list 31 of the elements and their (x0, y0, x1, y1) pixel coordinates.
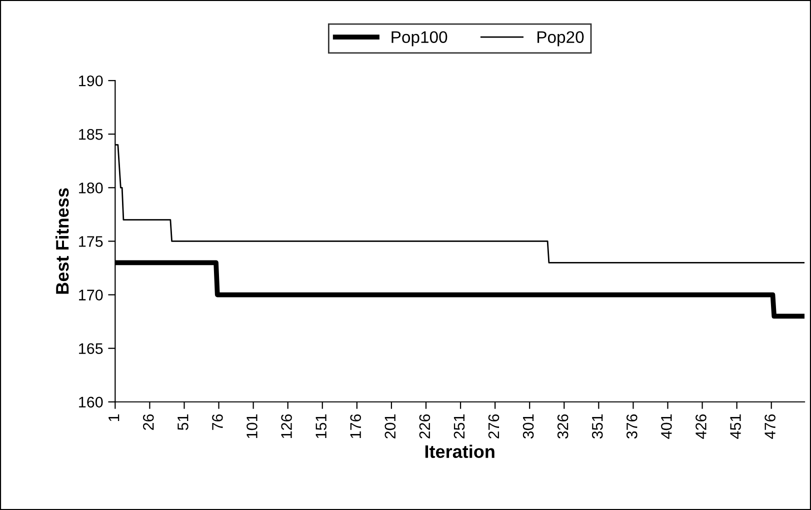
x-tick-label: 401 (661, 414, 672, 439)
x-tick-label: 276 (488, 414, 500, 438)
x-tick-label: 426 (696, 414, 706, 439)
y-tick-label: 180 (79, 182, 103, 194)
x-tick-label: 176 (350, 414, 362, 438)
legend-label: Pop20 (538, 31, 584, 46)
x-tick-label: 351 (592, 414, 603, 439)
x-tick-label: 451 (730, 414, 741, 439)
y-tick-label: 165 (79, 343, 103, 354)
legend-label: Pop100 (392, 31, 448, 46)
x-tick-label: 326 (557, 414, 568, 439)
x-tick-label: 376 (626, 414, 638, 439)
x-tick-label: 101 (246, 414, 258, 438)
y-tick-label: 175 (79, 236, 103, 247)
x-tick-label: 26 (142, 414, 154, 430)
y-tick-label: 160 (79, 396, 103, 408)
x-tick-label: 76 (212, 414, 223, 430)
x-tick-label: 226 (419, 414, 430, 438)
x-tick-label: 476 (764, 414, 776, 439)
y-tick-label: 170 (79, 290, 103, 300)
x-tick-label: 151 (316, 414, 326, 438)
x-tick-label: 251 (454, 414, 465, 438)
x-tick-label: 201 (384, 414, 396, 438)
y-axis-title: Best Fitness (55, 188, 69, 294)
y-tick-label: 185 (79, 129, 103, 140)
x-axis-title: Iteration (425, 444, 494, 458)
x-tick-label: 51 (178, 414, 188, 430)
y-tick-label: 190 (79, 75, 103, 86)
x-tick-label: 1 (108, 414, 120, 422)
x-tick-label: 126 (281, 414, 292, 438)
x-tick-label: 301 (522, 414, 534, 439)
